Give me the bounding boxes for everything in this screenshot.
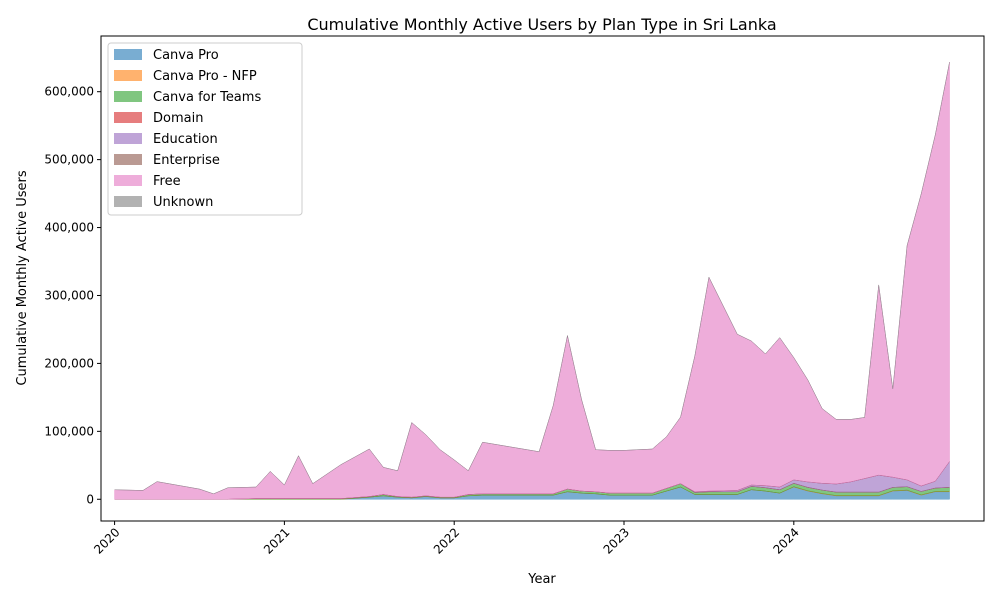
legend-swatch-free bbox=[114, 175, 142, 186]
x-tick-label: 2024 bbox=[770, 525, 801, 556]
x-tick-label: 2023 bbox=[601, 525, 632, 556]
plot-frame bbox=[100, 35, 985, 522]
y-tick-label: 200,000 bbox=[44, 356, 94, 370]
y-tick-label: 500,000 bbox=[44, 153, 94, 167]
areas-layer bbox=[114, 62, 950, 500]
legend-label-enterprise: Enterprise bbox=[153, 153, 220, 168]
y-tick-label: 600,000 bbox=[44, 85, 94, 99]
x-tick-label: 2022 bbox=[431, 525, 462, 556]
legend: Canva Pro Canva Pro - NFP Canva for Teams D… bbox=[107, 42, 303, 216]
x-axis-label: Year bbox=[527, 572, 556, 587]
x-tick-label: 2020 bbox=[91, 525, 122, 556]
y-axis-ticks: 0 100,000 200,000 300,000 400,000 500,000 600,… bbox=[44, 85, 101, 506]
legend-label-canva-pro: Canva Pro bbox=[153, 48, 219, 63]
legend-swatch-canva-for-teams bbox=[114, 91, 142, 102]
area-unknown bbox=[114, 62, 950, 495]
legend-swatch-unknown bbox=[114, 196, 142, 207]
y-tick-label: 100,000 bbox=[44, 424, 94, 438]
legend-frame bbox=[107, 42, 303, 216]
legend-label-domain: Domain bbox=[153, 111, 203, 126]
legend-swatch-enterprise bbox=[114, 154, 142, 165]
y-tick-label: 300,000 bbox=[44, 288, 94, 302]
legend-label-free: Free bbox=[153, 174, 181, 189]
legend-label-education: Education bbox=[153, 132, 218, 147]
legend-label-unknown: Unknown bbox=[153, 195, 213, 210]
chart-title: Cumulative Monthly Active Users by Plan … bbox=[307, 15, 776, 34]
legend-label-canva-pro-nfp: Canva Pro - NFP bbox=[153, 69, 257, 84]
legend-swatch-canva-pro bbox=[114, 49, 142, 60]
legend-swatch-canva-pro-nfp bbox=[114, 70, 142, 81]
y-tick-label: 400,000 bbox=[44, 221, 94, 235]
x-tick-label: 2021 bbox=[261, 525, 292, 556]
legend-label-canva-for-teams: Canva for Teams bbox=[153, 90, 261, 105]
legend-swatch-domain bbox=[114, 112, 142, 123]
y-tick-label: 0 bbox=[86, 492, 94, 506]
legend-swatch-education bbox=[114, 133, 142, 144]
y-axis-label: Cumulative Monthly Active Users bbox=[15, 170, 30, 385]
x-axis-ticks: 2020 2021 2022 2023 2024 bbox=[91, 521, 802, 557]
